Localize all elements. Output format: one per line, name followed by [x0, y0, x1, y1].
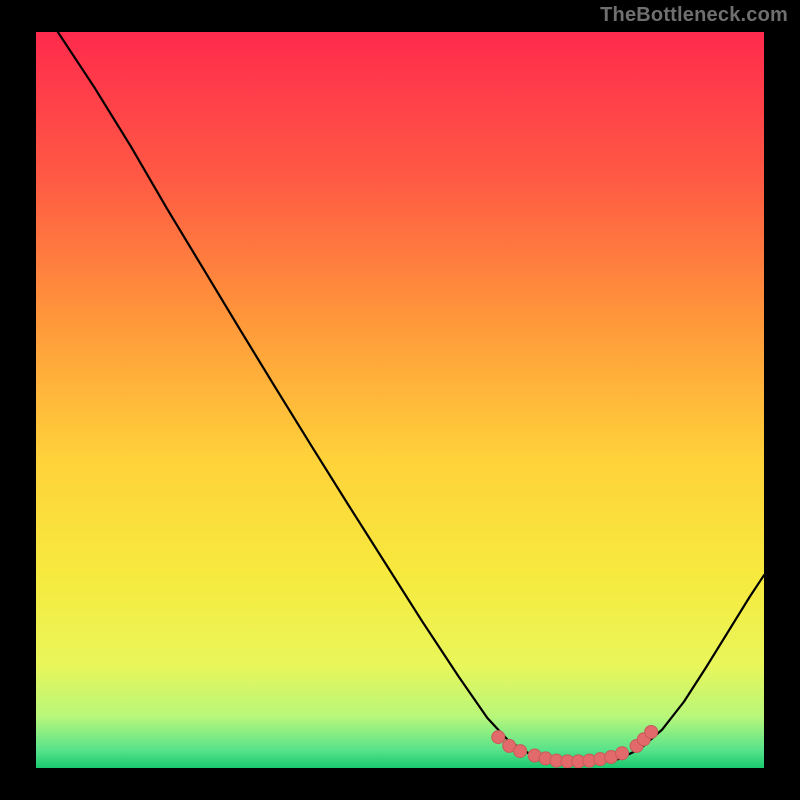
marker-point: [492, 731, 505, 744]
gradient-background: [36, 32, 764, 768]
watermark-text: TheBottleneck.com: [600, 4, 788, 27]
chart-stage: TheBottleneck.com: [0, 0, 800, 800]
chart-svg: [0, 0, 800, 800]
marker-point: [616, 747, 629, 760]
marker-point: [645, 725, 658, 738]
plot-area: [36, 32, 764, 768]
marker-point: [514, 745, 527, 758]
